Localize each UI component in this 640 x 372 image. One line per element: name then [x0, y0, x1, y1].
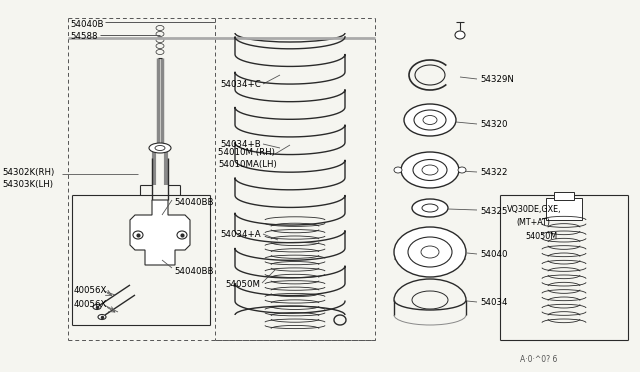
- Polygon shape: [130, 200, 190, 265]
- Text: 54034+C: 54034+C: [220, 80, 260, 89]
- Ellipse shape: [401, 152, 459, 188]
- Ellipse shape: [408, 237, 452, 267]
- Ellipse shape: [421, 246, 439, 258]
- Ellipse shape: [177, 231, 187, 239]
- Ellipse shape: [414, 110, 446, 130]
- Text: 54034+A: 54034+A: [220, 230, 260, 239]
- Ellipse shape: [423, 115, 437, 125]
- Ellipse shape: [404, 104, 456, 136]
- Ellipse shape: [133, 231, 143, 239]
- Ellipse shape: [93, 305, 101, 310]
- Text: VQ30DE,GXE,: VQ30DE,GXE,: [507, 205, 561, 214]
- Text: 54303K(LH): 54303K(LH): [2, 180, 53, 189]
- Ellipse shape: [422, 204, 438, 212]
- Ellipse shape: [412, 199, 448, 217]
- Text: 54320: 54320: [480, 120, 508, 129]
- Text: (MT+AT): (MT+AT): [516, 218, 550, 227]
- Bar: [554, 192, 574, 200]
- Text: 54325: 54325: [480, 207, 508, 216]
- Ellipse shape: [455, 31, 465, 39]
- Text: 54040BB: 54040BB: [174, 267, 214, 276]
- Text: 54010M (RH): 54010M (RH): [218, 148, 275, 157]
- Text: 54588: 54588: [70, 32, 97, 41]
- Text: 54302K(RH): 54302K(RH): [2, 168, 54, 177]
- Ellipse shape: [394, 227, 466, 277]
- Text: 40056X: 40056X: [74, 300, 108, 309]
- Ellipse shape: [149, 143, 171, 153]
- Ellipse shape: [155, 145, 165, 151]
- Ellipse shape: [98, 314, 106, 320]
- Text: 54010MA(LH): 54010MA(LH): [218, 160, 276, 169]
- Text: 54050M: 54050M: [525, 232, 557, 241]
- Text: 54040: 54040: [480, 250, 508, 259]
- Ellipse shape: [413, 160, 447, 180]
- Text: 54050M: 54050M: [225, 280, 260, 289]
- Bar: [546, 198, 582, 220]
- Text: 54034: 54034: [480, 298, 508, 307]
- Ellipse shape: [394, 167, 402, 173]
- Text: 54040BB: 54040BB: [174, 198, 214, 207]
- Text: 54322: 54322: [480, 168, 508, 177]
- Text: 40056X: 40056X: [74, 286, 108, 295]
- Ellipse shape: [422, 165, 438, 175]
- Text: 54034+B: 54034+B: [220, 140, 260, 149]
- Ellipse shape: [458, 167, 466, 173]
- Text: 54040B: 54040B: [70, 20, 104, 29]
- Text: 54329N: 54329N: [480, 75, 514, 84]
- Text: A·0·^0? 6: A·0·^0? 6: [520, 355, 557, 364]
